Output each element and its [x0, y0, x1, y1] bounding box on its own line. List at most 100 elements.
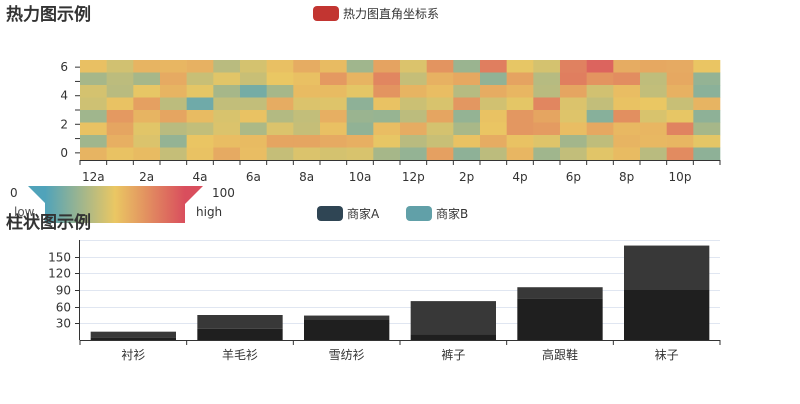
bar-segment-a: [197, 328, 283, 340]
visual-map[interactable]: 0 100 low high: [10, 186, 235, 223]
heatmap-x-tick-label: 4p: [512, 170, 527, 184]
heatmap-cell: [400, 147, 427, 161]
heatmap-x-tick-label: 2p: [459, 170, 474, 184]
heatmap-x-tick-label: 12p: [402, 170, 425, 184]
heatmap-cell: [160, 72, 187, 86]
bar-legend-swatch-b: [406, 206, 432, 221]
heatmap-cell: [400, 135, 427, 148]
heatmap-cell: [666, 72, 694, 86]
bar-x-tick-label: 袜子: [655, 348, 679, 362]
heatmap-cell: [480, 135, 507, 148]
bar-title: 柱状图示例: [6, 212, 91, 233]
heatmap-legend-item[interactable]: 热力图直角坐标系: [313, 6, 439, 21]
heatmap-cell: [640, 72, 667, 86]
bar-legend-item-b[interactable]: 商家B: [406, 206, 468, 221]
heatmap-cell: [480, 97, 507, 111]
heatmap-cell: [266, 85, 294, 98]
heatmap-cell: [453, 60, 481, 73]
heatmap-cell: [666, 147, 694, 161]
heatmap-cell: [506, 110, 534, 123]
bar-y-tick-label: 150: [48, 251, 71, 265]
heatmap-legend-label: 热力图直角坐标系: [343, 7, 439, 21]
heatmap-cell: [453, 135, 481, 148]
heatmap-cell: [640, 85, 667, 98]
heatmap-cell: [666, 110, 694, 123]
heatmap-cell: [373, 135, 401, 148]
heatmap-cell: [586, 60, 614, 73]
heatmap-cell: [586, 110, 614, 123]
heatmap-cell: [346, 135, 374, 148]
heatmap-cell: [213, 135, 241, 148]
heatmap-cell: [240, 110, 267, 123]
heatmap-cell: [266, 122, 294, 136]
heatmap-cell: [160, 97, 187, 111]
heatmap-cell: [80, 147, 107, 161]
heatmap-cell: [160, 110, 187, 123]
heatmap-cell: [266, 135, 294, 148]
bar-segment-a: [410, 334, 496, 340]
bar-x-tick-label: 裤子: [441, 348, 465, 362]
heatmap-cell: [240, 97, 267, 111]
heatmap-cell: [400, 85, 427, 98]
heatmap-cell: [160, 135, 187, 148]
heatmap-cell: [560, 72, 587, 86]
heatmap-cell: [533, 85, 561, 98]
heatmap-cell: [133, 110, 161, 123]
bar-segment-b: [90, 331, 176, 338]
bar-legend-item-a[interactable]: 商家A: [317, 206, 380, 221]
heatmap-cell: [373, 85, 401, 98]
heatmap-cell: [346, 60, 374, 73]
heatmap-cell: [426, 122, 454, 136]
heatmap-cell: [613, 147, 641, 161]
heatmap-cell: [506, 72, 534, 86]
heatmap-cell: [693, 135, 721, 148]
heatmap-cell: [533, 147, 561, 161]
bar-axes: 衬衫 羊毛衫 雪纺衫 裤子 高跟鞋 袜子 30 60 90 120 150: [48, 240, 721, 362]
heatmap-cell: [320, 147, 347, 161]
heatmap-cell: [480, 72, 507, 86]
heatmap-cell: [133, 97, 161, 111]
heatmap-cell: [320, 72, 347, 86]
heatmap-cell: [426, 60, 454, 73]
bar-y-tick-label: 90: [56, 284, 71, 298]
heatmap-cell: [560, 147, 587, 161]
heatmap-cell: [213, 85, 241, 98]
heatmap-cell: [640, 110, 667, 123]
heatmap-cell: [453, 72, 481, 86]
heatmap-x-tick-label: 10a: [349, 170, 372, 184]
heatmap-cell: [506, 147, 534, 161]
heatmap-cell: [586, 85, 614, 98]
heatmap-cell: [453, 122, 481, 136]
heatmap-cell: [426, 147, 454, 161]
bar-segment-b: [624, 245, 710, 290]
heatmap-cell: [133, 60, 161, 73]
heatmap-cell: [346, 122, 374, 136]
heatmap-cell: [586, 122, 614, 136]
heatmap-cell: [400, 60, 427, 73]
heatmap-cell: [666, 135, 694, 148]
heatmap-cell: [613, 110, 641, 123]
heatmap-cell: [613, 72, 641, 86]
heatmap-cell: [240, 147, 267, 161]
heatmap-cell: [426, 85, 454, 98]
bar-segment-b: [517, 287, 603, 299]
bar-y-tick-label: 30: [56, 317, 71, 331]
bar-gridlines: [80, 240, 720, 324]
heatmap-cell: [293, 135, 321, 148]
visual-map-min-value: 0: [10, 186, 18, 200]
heatmap-cell: [400, 97, 427, 111]
bar-segment-a: [90, 337, 176, 340]
heatmap-cell: [613, 97, 641, 111]
heatmap-cell: [560, 110, 587, 123]
heatmap-cell: [133, 122, 161, 136]
heatmap-x-tick-label: 8a: [299, 170, 314, 184]
heatmap-cell: [666, 97, 694, 111]
heatmap-cell: [560, 97, 587, 111]
heatmap-cell: [373, 110, 401, 123]
heatmap-cell: [266, 60, 294, 73]
visual-map-handle-max[interactable]: [185, 186, 203, 204]
heatmap-cell: [506, 122, 534, 136]
heatmap-cell: [240, 60, 267, 73]
visual-map-handle-min[interactable]: [28, 186, 46, 204]
heatmap-cell: [293, 60, 321, 73]
